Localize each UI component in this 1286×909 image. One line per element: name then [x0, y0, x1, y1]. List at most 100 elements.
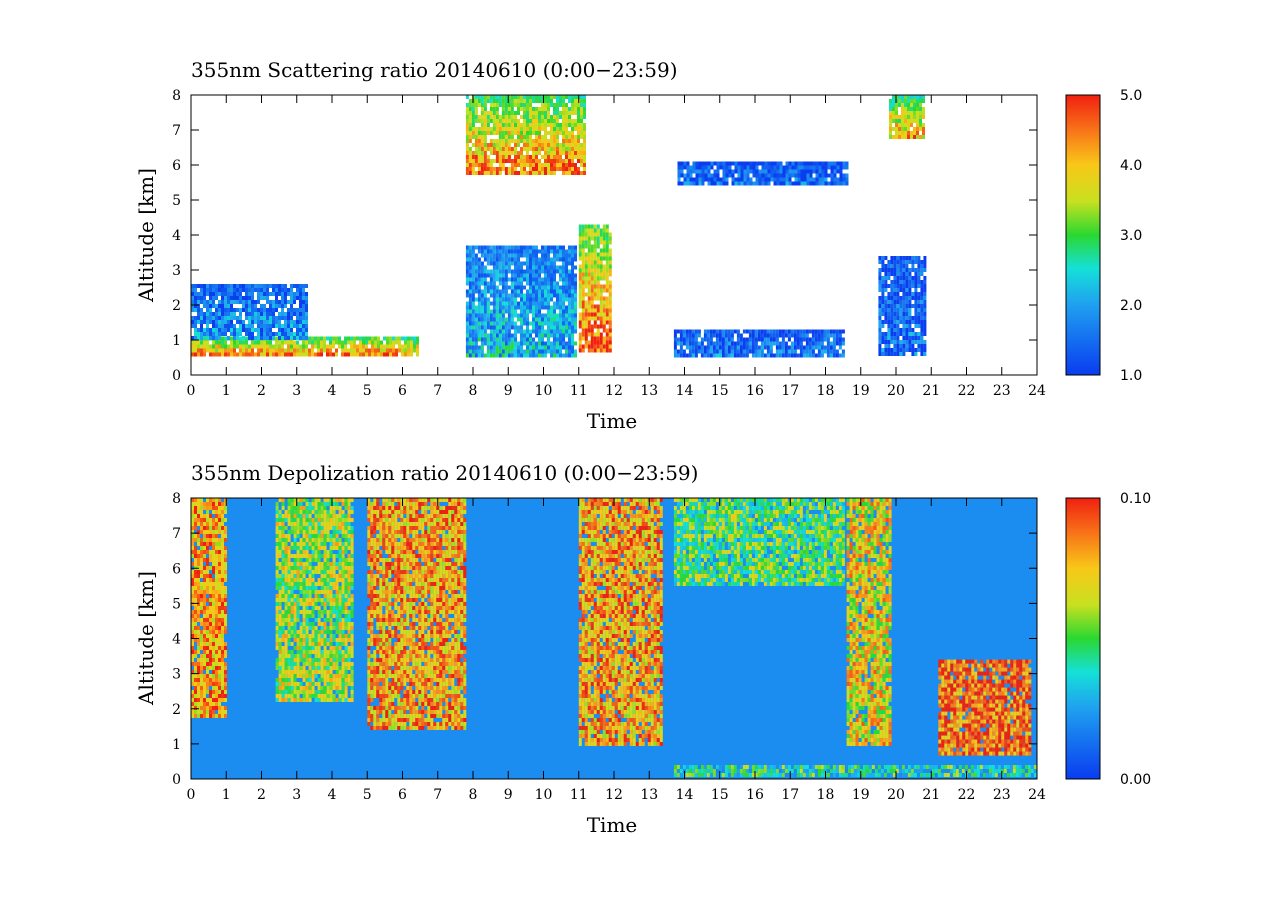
data-cell	[590, 312, 594, 317]
data-cell	[218, 510, 221, 514]
data-cell	[296, 316, 299, 320]
data-cell	[272, 332, 275, 336]
data-cell	[788, 181, 792, 186]
data-cell	[605, 320, 609, 325]
data-cell	[605, 232, 609, 237]
data-cell	[526, 261, 529, 266]
data-cell	[559, 337, 562, 342]
data-cell	[526, 341, 529, 346]
data-cell	[474, 269, 478, 274]
data-cell	[517, 163, 520, 167]
data-cell	[239, 308, 242, 312]
data-cell	[550, 163, 553, 167]
data-cell	[224, 308, 227, 312]
data-cell	[221, 344, 224, 349]
data-cell	[206, 590, 209, 594]
data-cell	[553, 341, 556, 346]
data-cell	[898, 131, 901, 135]
data-cell	[209, 702, 212, 706]
data-cell	[538, 309, 541, 314]
data-cell	[299, 324, 302, 328]
data-cell	[194, 686, 197, 690]
data-cell	[695, 165, 699, 170]
data-cell	[495, 297, 499, 302]
data-cell	[916, 115, 919, 119]
data-cell	[191, 550, 194, 554]
data-cell	[587, 260, 591, 265]
data-cell	[486, 301, 490, 306]
data-cell	[605, 304, 609, 309]
data-cell	[731, 173, 735, 178]
data-cell	[544, 257, 547, 262]
data-cell	[544, 261, 547, 266]
data-cell	[197, 602, 200, 606]
data-cell	[242, 348, 245, 353]
data-cell	[212, 638, 215, 642]
data-cell	[209, 550, 212, 554]
data-cell	[538, 341, 541, 346]
data-cell	[248, 292, 251, 296]
data-cell	[556, 143, 559, 147]
data-cell	[362, 344, 365, 349]
data-cell	[230, 328, 233, 332]
data-cell	[468, 309, 472, 314]
data-cell	[896, 328, 900, 332]
data-cell	[191, 710, 194, 714]
data-cell	[587, 344, 591, 349]
data-cell	[510, 353, 514, 358]
data-cell	[565, 155, 568, 159]
data-cell	[839, 161, 843, 166]
data-cell	[245, 328, 248, 332]
data-cell	[772, 341, 776, 346]
data-cell	[191, 534, 194, 538]
data-cell	[501, 257, 505, 262]
data-cell	[763, 333, 767, 338]
data-cell	[284, 554, 288, 558]
data-cell	[544, 143, 547, 147]
data-cell	[574, 313, 577, 318]
data-cell	[568, 245, 571, 250]
data-cell	[380, 352, 383, 357]
data-cell	[284, 292, 287, 296]
data-cell	[584, 280, 588, 285]
data-cell	[465, 135, 469, 139]
data-cell	[815, 161, 819, 166]
data-cell	[275, 510, 279, 514]
data-cell	[212, 300, 215, 304]
data-cell	[556, 325, 559, 330]
data-cell	[293, 324, 296, 328]
data-cell	[556, 297, 559, 302]
data-cell	[197, 690, 200, 694]
data-cell	[230, 284, 233, 288]
data-cell	[905, 264, 909, 268]
data-cell	[320, 348, 323, 353]
data-cell	[206, 682, 209, 686]
data-cell	[581, 336, 585, 341]
data-cell	[492, 269, 496, 274]
data-cell	[776, 161, 780, 166]
data-cell	[826, 329, 830, 334]
data-cell	[520, 115, 523, 119]
data-cell	[218, 702, 221, 706]
data-cell	[529, 253, 532, 258]
data-cell	[278, 674, 282, 678]
data-cell	[913, 95, 916, 99]
data-cell	[893, 264, 897, 268]
data-cell	[905, 300, 909, 304]
data-cell	[498, 325, 502, 330]
data-cell	[538, 115, 541, 119]
data-cell	[474, 317, 478, 322]
data-cell	[694, 337, 698, 342]
data-cell	[805, 341, 809, 346]
data-cell	[284, 518, 288, 522]
data-cell	[574, 277, 577, 282]
data-cell	[778, 353, 782, 358]
data-cell	[532, 277, 535, 282]
data-cell	[791, 161, 795, 166]
data-cell	[800, 177, 804, 182]
data-cell	[281, 566, 285, 570]
data-cell	[770, 161, 774, 166]
data-cell	[507, 99, 511, 103]
data-cell	[824, 165, 828, 170]
data-cell	[532, 163, 535, 167]
